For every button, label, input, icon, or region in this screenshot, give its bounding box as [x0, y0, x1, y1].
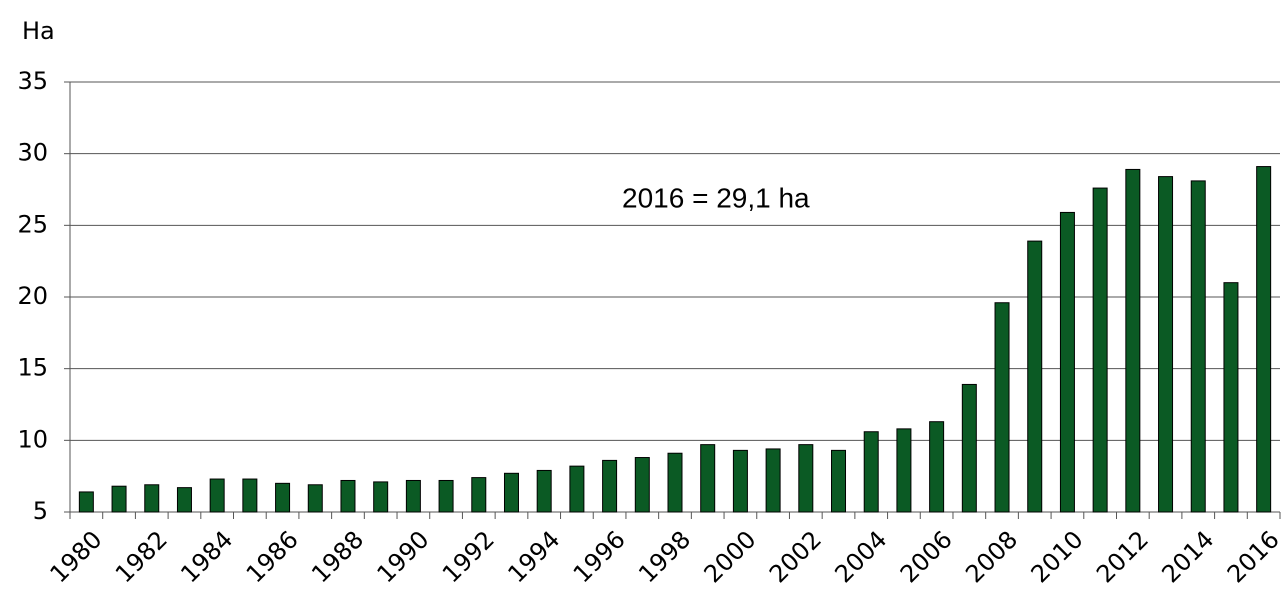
bar — [634, 457, 650, 513]
bar — [78, 491, 94, 513]
bar — [1158, 176, 1174, 513]
bar — [961, 383, 977, 513]
bar — [373, 481, 389, 513]
bar — [700, 444, 716, 513]
y-tick-label: 15 — [17, 354, 48, 382]
bar — [536, 469, 552, 513]
x-tick-label: 1994 — [502, 525, 565, 588]
bar — [994, 302, 1010, 513]
y-tick-label: 5 — [33, 497, 48, 525]
bar — [242, 478, 258, 513]
bar — [111, 485, 127, 513]
bar — [1256, 166, 1272, 513]
x-tick-label: 1984 — [175, 525, 238, 588]
bar — [405, 479, 421, 513]
x-tick-label: 1998 — [633, 525, 696, 588]
bar — [1027, 240, 1043, 513]
y-tick-label: 35 — [17, 67, 48, 95]
x-tick-label: 2008 — [960, 525, 1023, 588]
bar — [569, 465, 585, 513]
y-tick-label: 30 — [17, 139, 48, 167]
bar — [929, 421, 945, 513]
x-tick-label: 2004 — [829, 525, 892, 588]
bar — [144, 484, 160, 513]
bar — [438, 479, 454, 513]
bar — [209, 478, 225, 513]
x-tick-label: 1992 — [437, 525, 500, 588]
y-tick-label: 25 — [17, 210, 48, 238]
bar — [471, 477, 487, 513]
x-tick-label: 1996 — [568, 525, 631, 588]
bar — [307, 484, 323, 513]
y-axis-label: Ha — [22, 17, 55, 45]
x-tick-label: 2014 — [1156, 525, 1219, 588]
bar — [602, 459, 618, 513]
x-tick-label: 2010 — [1026, 525, 1089, 588]
bar — [1223, 282, 1239, 513]
bar — [1125, 168, 1141, 513]
x-tick-label: 2006 — [895, 525, 958, 588]
y-tick-label: 10 — [17, 425, 48, 453]
bar — [275, 482, 291, 513]
x-tick-label: 2016 — [1222, 525, 1282, 588]
bar — [176, 487, 192, 513]
bar — [765, 448, 781, 513]
x-tick-label: 1986 — [241, 525, 304, 588]
annotation: 2016 = 29,1 ha — [622, 182, 810, 213]
bar — [896, 428, 912, 513]
bar — [1190, 180, 1206, 513]
bar — [1092, 187, 1108, 513]
bar — [863, 431, 879, 513]
bar — [503, 472, 519, 513]
y-tick-label: 20 — [17, 282, 48, 310]
x-tick-label: 2002 — [764, 525, 827, 588]
x-tick-label: 1988 — [306, 525, 369, 588]
bar — [732, 449, 748, 513]
bar — [667, 452, 683, 513]
bar — [1059, 211, 1075, 513]
x-tick-label: 2012 — [1091, 525, 1154, 588]
x-tick-label: 1982 — [110, 525, 173, 588]
x-tick-label: 2000 — [699, 525, 762, 588]
bar — [340, 479, 356, 513]
bar — [831, 449, 847, 513]
bar — [798, 444, 814, 513]
x-tick-label: 1980 — [45, 525, 108, 588]
x-tick-label: 1990 — [372, 525, 435, 588]
